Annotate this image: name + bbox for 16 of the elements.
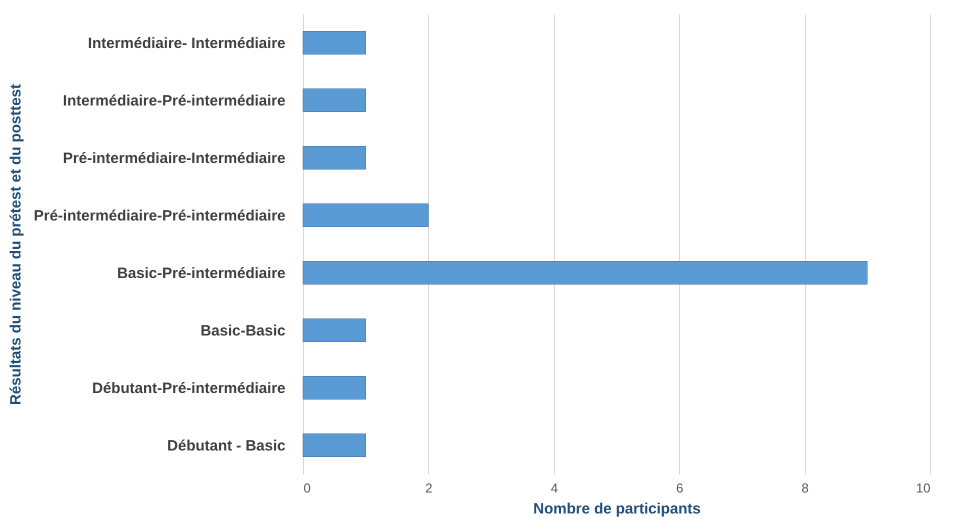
x-axis-title: Nombre de participants xyxy=(533,500,701,518)
y-tick-label: Basic-Pré-intermédiaire xyxy=(117,264,286,282)
y-tick-label: Intermédiaire-Pré-intermédiaire xyxy=(62,92,286,110)
x-tick-label: 6 xyxy=(676,480,684,496)
x-tick-label: 0 xyxy=(304,480,311,496)
x-tick-label: 10 xyxy=(916,480,930,496)
x-tick-label: 8 xyxy=(801,480,809,496)
y-tick-label: Intermédiaire- Intermédiaire xyxy=(88,34,286,52)
x-tick-label: 2 xyxy=(425,480,433,496)
y-axis-title: Résultats du niveau du prétest et du posttest xyxy=(8,84,25,405)
y-tick-label: Débutant - Basic xyxy=(167,437,286,454)
y-tick-label: Débutant-Pré-intermédiaire xyxy=(92,380,286,397)
x-tick-label: 4 xyxy=(550,480,558,496)
y-tick-label: Pré-intermédiaire-Intermédiaire xyxy=(62,150,286,167)
y-tick-label: Basic-Basic xyxy=(200,322,286,340)
y-tick-label: Pré-intermédiaire-Pré-intermédiaire xyxy=(34,207,286,224)
